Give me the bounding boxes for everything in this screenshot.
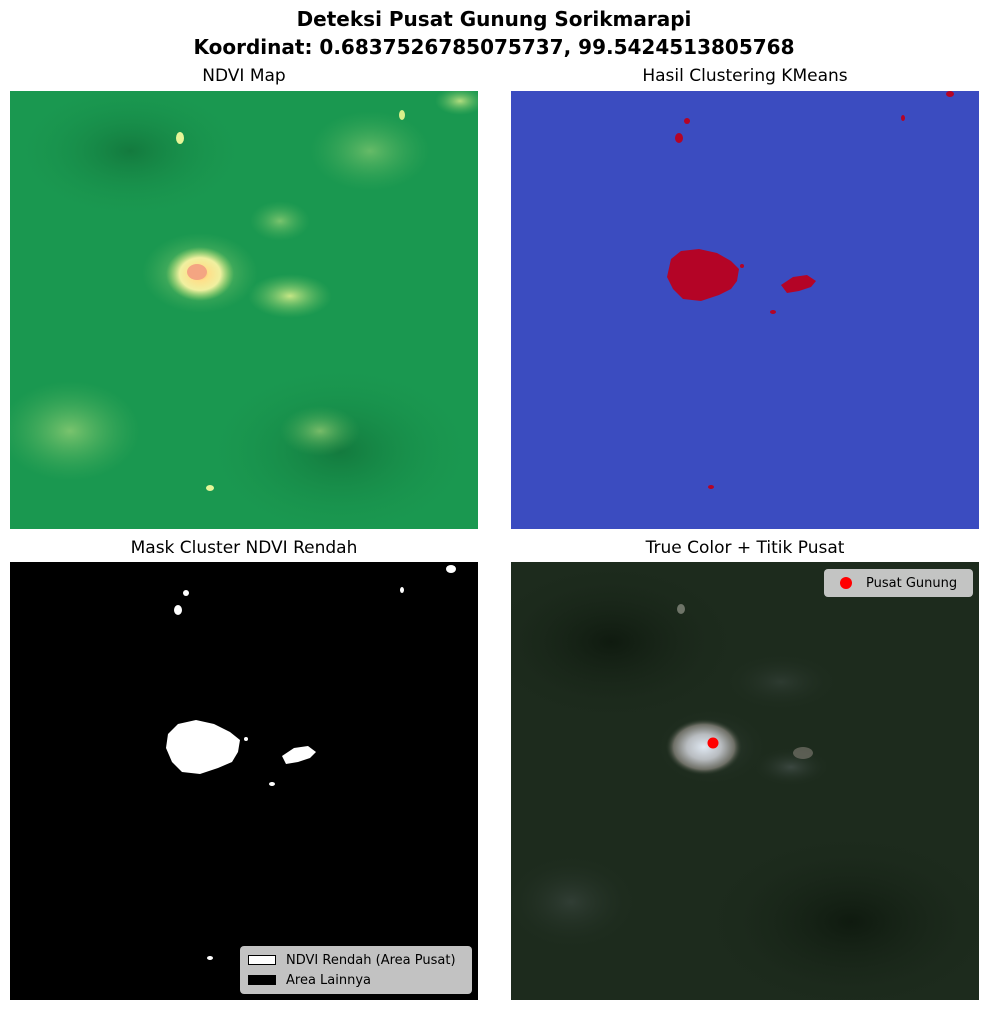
- panel-title-mask: Mask Cluster NDVI Rendah: [130, 538, 358, 558]
- ndvi-mask-image: NDVI Rendah (Area Pusat) Area Lainnya: [10, 562, 478, 1000]
- mask-legend: NDVI Rendah (Area Pusat) Area Lainnya: [240, 946, 472, 994]
- legend-label: Area Lainnya: [286, 972, 372, 988]
- legend-label: NDVI Rendah (Area Pusat): [286, 952, 456, 968]
- truecolor-legend: Pusat Gunung: [824, 569, 973, 597]
- panel-title-kmeans: Hasil Clustering KMeans: [642, 66, 848, 86]
- legend-item-low-ndvi: NDVI Rendah (Area Pusat): [248, 950, 464, 970]
- panel-title-truecolor: True Color + Titik Pusat: [645, 538, 845, 558]
- figure-title-line1: Deteksi Pusat Gunung Sorikmarapi: [296, 7, 692, 31]
- legend-swatch-white: [248, 955, 276, 965]
- ndvi-map-image: [10, 91, 478, 529]
- legend-marker-dot: [840, 577, 852, 589]
- legend-item-center: Pusat Gunung: [832, 573, 965, 593]
- mountain-center-marker: [707, 737, 719, 749]
- legend-swatch-black: [248, 975, 276, 985]
- legend-item-other-area: Area Lainnya: [248, 970, 464, 990]
- figure-title-line2: Koordinat: 0.6837526785075737, 99.542451…: [193, 35, 795, 59]
- legend-label: Pusat Gunung: [866, 575, 958, 591]
- true-color-image: Pusat Gunung: [511, 562, 979, 1000]
- kmeans-cluster-image: [511, 91, 979, 529]
- panel-title-ndvi: NDVI Map: [202, 66, 286, 86]
